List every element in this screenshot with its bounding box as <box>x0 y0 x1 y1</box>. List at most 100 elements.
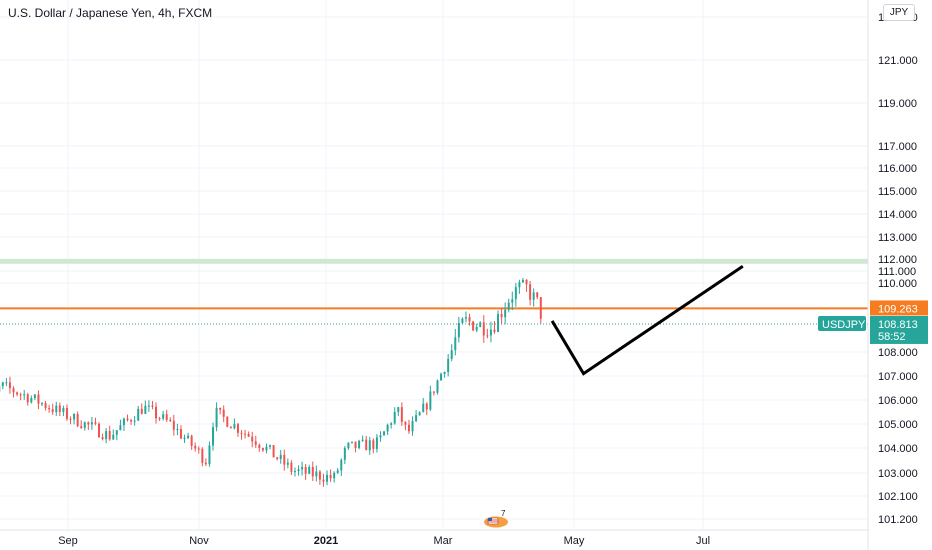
last-price-tag <box>870 315 928 344</box>
candle-body <box>12 388 15 393</box>
price-tick-label: 104.000 <box>878 443 918 455</box>
candle-body <box>1 382 4 387</box>
time-tick-label: Nov <box>189 535 209 547</box>
candle-body <box>244 433 247 435</box>
price-tick-label: 116.000 <box>878 163 917 175</box>
candle-body <box>101 437 104 440</box>
candle-body <box>251 436 254 442</box>
candle-body <box>368 440 371 451</box>
candle-body <box>532 292 535 300</box>
candle-body <box>140 408 143 414</box>
candle-body <box>37 394 40 404</box>
candle-body <box>137 408 140 421</box>
candle-body <box>472 321 475 331</box>
candle-body <box>119 425 122 431</box>
price-tick-label: 103.000 <box>878 468 918 480</box>
candle-body <box>286 462 289 465</box>
candle-body <box>176 429 179 431</box>
candle-body <box>450 350 453 359</box>
candle-body <box>183 438 186 440</box>
price-axis[interactable]: 101.200 102.100 103.000 104.000 105.000 106.0… <box>867 0 918 550</box>
level-price-tag <box>870 300 928 316</box>
candle-body <box>504 309 507 318</box>
candle-body <box>98 423 101 438</box>
candle-body <box>147 405 150 407</box>
candle-body <box>461 318 464 323</box>
price-tick-label: 107.000 <box>878 371 918 383</box>
candle-body <box>518 282 521 288</box>
candle-body <box>326 474 329 482</box>
candle-body <box>308 467 311 474</box>
candle-body <box>347 442 350 449</box>
candle-body <box>236 424 239 433</box>
candle-body <box>272 445 275 458</box>
candle-body <box>432 391 435 393</box>
candle-body <box>112 434 115 440</box>
candle-body <box>411 421 414 432</box>
candle-body <box>393 411 396 424</box>
candle-body <box>333 472 336 479</box>
candle-body <box>361 439 364 441</box>
candle-body <box>30 397 33 403</box>
candle-body <box>379 435 382 438</box>
supply-zone[interactable] <box>0 259 868 264</box>
price-tick-label: 102.100 <box>878 491 918 503</box>
candle-body <box>215 407 218 428</box>
candle-body <box>304 466 307 474</box>
candle-body <box>169 419 172 421</box>
time-axis[interactable]: Sep Nov 2021 Mar May Jul <box>0 529 868 547</box>
candle-body <box>226 416 229 427</box>
currency-button[interactable]: JPY <box>883 4 915 21</box>
candle-body <box>201 449 204 463</box>
candle-body <box>219 407 222 410</box>
candle-body <box>115 430 118 435</box>
candle-body <box>258 444 261 448</box>
candle-body <box>87 422 90 425</box>
candle-body <box>133 420 136 422</box>
candle-body <box>261 447 264 451</box>
price-tick-label: 106.000 <box>878 395 918 407</box>
candle-body <box>489 329 492 336</box>
candle-body <box>162 414 165 419</box>
candle-body <box>354 441 357 449</box>
candle-body <box>500 314 503 318</box>
candle-body <box>290 462 293 472</box>
candle-body <box>33 394 36 398</box>
price-tick-label: 114.000 <box>878 209 917 221</box>
candle-body <box>126 418 129 421</box>
candle-body <box>507 302 510 310</box>
countdown-label: 58:52 <box>878 331 906 343</box>
candle-body <box>340 459 343 471</box>
candle-body <box>318 471 321 480</box>
candle-body <box>197 448 200 450</box>
symbol-label: USDJPY <box>822 319 866 331</box>
candlestick-series <box>0 277 542 487</box>
candle-body <box>365 439 368 451</box>
events-count: 7 <box>501 510 506 518</box>
candle-body <box>383 431 386 436</box>
candle-body <box>468 317 471 322</box>
candle-body <box>83 422 86 428</box>
candle-body <box>155 406 158 419</box>
price-tick-label: 115.000 <box>878 186 917 198</box>
candle-body <box>144 405 147 414</box>
candle-body <box>41 403 44 405</box>
candle-body <box>190 435 193 446</box>
chart-title: U.S. Dollar / Japanese Yen, 4h, FXCM <box>8 6 213 20</box>
candle-body <box>208 445 211 465</box>
candle-body <box>343 448 346 460</box>
candle-body <box>265 446 268 451</box>
events-icon[interactable]: 7 <box>482 510 518 528</box>
candle-body <box>73 413 76 420</box>
time-tick-label: May <box>564 535 585 547</box>
projection-path[interactable] <box>550 264 744 376</box>
price-tick-label: 108.000 <box>878 347 918 359</box>
price-tick-label: 117.000 <box>878 141 917 153</box>
candle-body <box>350 441 353 443</box>
candle-body <box>486 335 489 337</box>
candle-body <box>51 409 54 413</box>
candle-body <box>90 422 93 425</box>
level-price-label: 109.263 <box>878 303 918 315</box>
